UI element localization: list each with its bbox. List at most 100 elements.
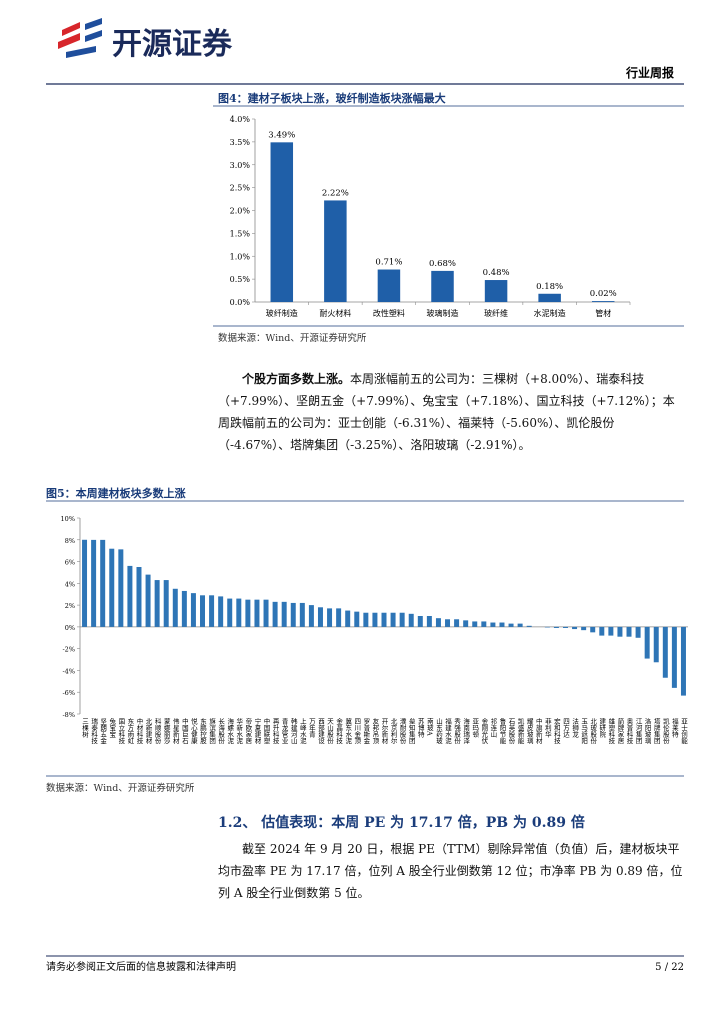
y-tick-label: 0.0% [230, 298, 251, 307]
x-tick-label: 东方雨虹 [126, 717, 134, 745]
bar [680, 626, 686, 696]
x-tick-label: 改性塑料 [373, 308, 405, 318]
x-tick-label: 华新水泥 [235, 717, 243, 746]
logo-text: 开源证券 [112, 27, 233, 62]
bar [100, 539, 106, 627]
x-tick-label: 三棵树 [81, 718, 89, 739]
logo [58, 18, 102, 58]
paragraph-text: 本周涨幅前五的公司为：三棵树（+8.00%）、瑞泰科技（+7.99%）、坚朗五金… [218, 372, 675, 452]
bar [200, 595, 206, 627]
bar [608, 626, 614, 636]
y-tick-label: 2.5% [230, 184, 251, 193]
bar [372, 612, 378, 627]
x-tick-label: 菲利华 [543, 717, 551, 739]
bar [236, 598, 242, 627]
x-tick-label: 金刚光伏 [480, 717, 488, 746]
x-tick-label: 山东药玻 [434, 717, 442, 746]
x-tick-label: 水泥制造 [534, 308, 566, 318]
x-tick-label: 东鹏控股 [199, 717, 207, 746]
x-tick-label: 奥普科技 [625, 717, 633, 746]
bar [417, 616, 423, 627]
bar [481, 621, 487, 627]
x-tick-label: 洛阳玻璃 [643, 717, 651, 746]
bar [172, 588, 178, 627]
bar [562, 626, 568, 628]
bar [454, 619, 460, 627]
x-tick-label: 建研院 [598, 717, 606, 739]
figure-source: 数据来源：Wind、开源证券研究所 [218, 333, 367, 344]
value-label: 0.02% [590, 289, 617, 299]
x-tick-label: 瑞泰科技 [90, 717, 98, 746]
bar [377, 269, 401, 302]
bar [324, 200, 347, 302]
bar [590, 626, 596, 633]
bar [617, 626, 623, 637]
x-tick-label: 四川金顶 [353, 718, 361, 746]
bar [635, 626, 641, 638]
footer-disclaimer: 请务必参阅正文后面的信息披露和法律声明 [46, 960, 236, 973]
y-tick-label: 1.5% [230, 229, 251, 238]
bar [435, 618, 441, 627]
bar [426, 616, 432, 627]
bar [154, 580, 160, 627]
bar [472, 621, 478, 627]
x-tick-label: 秀强股份 [453, 717, 461, 746]
y-tick-label: 2% [65, 602, 75, 610]
bar [463, 620, 469, 627]
report-tag: 行业周报 [625, 65, 674, 80]
x-tick-label: 鲁阳节能 [498, 717, 506, 746]
bar [581, 626, 587, 631]
y-tick-label: 8% [65, 537, 75, 545]
bar [163, 580, 169, 627]
x-tick-label: 亚玛顿 [471, 718, 479, 739]
bar [572, 626, 578, 630]
y-tick-label: 4.0% [230, 115, 251, 124]
bar [181, 590, 187, 627]
x-tick-label: 宏和科技 [552, 717, 560, 746]
x-tick-label: 科顺股份 [153, 717, 161, 746]
value-label: 2.22% [322, 188, 349, 198]
value-label: 0.48% [483, 268, 510, 278]
x-tick-label: 法狮龙 [571, 717, 579, 739]
section-heading: 1.2、 估值表现：本周 PE 为 17.17 倍，PB 为 0.89 倍 [218, 815, 585, 831]
bar [381, 612, 387, 627]
x-tick-label: 金晶科技 [335, 717, 343, 746]
page-number: 5 / 22 [655, 962, 684, 973]
charts: 0.0% 0.5% 1.0% 1.5% 2.0% 2.5% 3.0% 3.5% 4.0% 3.49… [61, 115, 688, 745]
y-tick-label: 0% [65, 624, 75, 632]
x-tick-label: 玉马遮阳 [580, 718, 588, 746]
x-tick-label: 玻纤维 [484, 308, 508, 318]
x-tick-label: 中材科技 [135, 717, 143, 746]
bar [408, 613, 414, 627]
bar [109, 548, 115, 627]
x-tick-label: 凯盛新能 [516, 718, 524, 746]
bar [644, 626, 650, 659]
x-tick-label: 祁连山 [489, 717, 497, 739]
x-tick-label: 万年青 [307, 718, 315, 739]
bar [345, 610, 351, 627]
x-tick-label: 中国巨石 [180, 717, 188, 746]
bar [538, 293, 561, 302]
bar [671, 626, 677, 688]
bar [327, 608, 333, 627]
x-tick-label: 悦心健康 [189, 717, 197, 745]
y-tick-label: 4% [65, 580, 75, 588]
paragraph: 个股方面多数上涨。本周涨幅前五的公司为：三棵树（+8.00%）、瑞泰科技（+7.… [218, 368, 684, 456]
bar [227, 598, 233, 627]
x-tick-label: 冀东水泥 [344, 717, 352, 746]
x-tick-label: 坚朗五金 [99, 717, 107, 745]
y-tick-label: -4% [62, 667, 75, 675]
y-tick-label: 6% [65, 559, 75, 567]
bar [599, 626, 605, 636]
x-tick-label: 旗滨集团 [208, 717, 216, 746]
x-tick-label: 中旗新材 [534, 717, 542, 745]
bar [270, 142, 294, 302]
x-tick-label: 福建水泥 [444, 717, 452, 746]
x-tick-label: 北京利尔 [389, 718, 397, 745]
x-tick-label: 雄塑科技 [607, 717, 615, 746]
figure-title: 图4：建材子板块上涨，玻纤制造板块涨幅最大 [218, 92, 446, 105]
bar [136, 567, 142, 627]
x-tick-label: 国立科技 [117, 718, 125, 746]
